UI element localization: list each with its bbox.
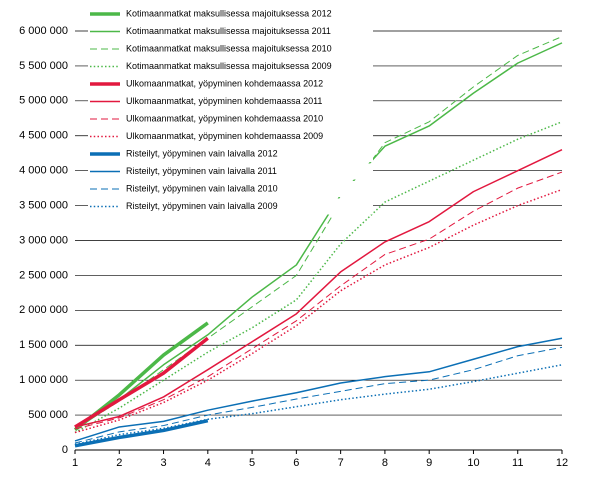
- series-line: [74, 418, 209, 448]
- x-tick-label: 3: [160, 457, 166, 469]
- legend-label: Ulkomaanmatkat, yöpyminen kohdemaassa 20…: [126, 113, 323, 123]
- series-line: [74, 171, 563, 430]
- series-line: [74, 346, 563, 444]
- legend-label: Ulkomaanmatkat, yöpyminen kohdemaassa 20…: [126, 78, 323, 88]
- legend-label: Risteilyt, yöpyminen vain laivalla 2012: [126, 148, 278, 158]
- y-tick-label: 6 000 000: [19, 25, 68, 37]
- legend-bg: [88, 163, 373, 180]
- series-line: [74, 364, 563, 446]
- legend-label: Risteilyt, yöpyminen vain laivalla 2009: [126, 201, 278, 211]
- legend-bg: [88, 128, 373, 145]
- y-tick-label: 4 000 000: [19, 165, 68, 177]
- y-tick-label: 0: [62, 444, 68, 456]
- legend-bg: [88, 198, 373, 215]
- legend-bg: [88, 146, 373, 162]
- legend-bg: [88, 58, 373, 75]
- y-tick-label: 2 000 000: [19, 304, 68, 316]
- legend-bg: [88, 76, 373, 92]
- y-tick-label: 1 500 000: [19, 339, 68, 351]
- series-line: [74, 36, 563, 430]
- legend-bg: [88, 6, 373, 22]
- y-tick-label: 500 000: [28, 409, 68, 421]
- y-tick-label: 4 500 000: [19, 130, 68, 142]
- legend-label: Ulkomaanmatkat, yöpyminen kohdemaassa 20…: [126, 96, 322, 106]
- legend-label: Kotimaanmatkat maksullisessa majoitukses…: [126, 26, 331, 36]
- legend-label: Ulkomaanmatkat, yöpyminen kohdemaassa 20…: [126, 131, 323, 141]
- x-tick-label: 10: [467, 457, 479, 469]
- series-line: [74, 121, 563, 434]
- legend-bg: [88, 23, 373, 40]
- x-tick-label: 11: [512, 457, 523, 469]
- y-tick-label: 3 000 000: [19, 234, 68, 246]
- legend-bg: [88, 41, 373, 57]
- x-tick-label: 1: [72, 457, 78, 469]
- series-line: [74, 336, 209, 429]
- x-tick-label: 6: [293, 457, 299, 469]
- series-line: [74, 188, 563, 434]
- x-tick-label: 9: [426, 457, 432, 469]
- legend-label: Risteilyt, yöpyminen vain laivalla 2011: [126, 166, 277, 176]
- legend-bg: [88, 111, 373, 127]
- y-tick-label: 2 500 000: [19, 269, 68, 281]
- x-tick-label: 12: [556, 457, 568, 469]
- x-tick-label: 2: [116, 457, 122, 469]
- series-line: [74, 42, 563, 431]
- y-tick-label: 5 500 000: [19, 60, 68, 72]
- x-tick-label: 8: [382, 457, 388, 469]
- legend-label: Kotimaanmatkat maksullisessa majoitukses…: [126, 43, 332, 53]
- y-tick-label: 1 000 000: [19, 374, 68, 386]
- legend-label: Risteilyt, yöpyminen vain laivalla 2010: [126, 183, 278, 193]
- legend-label: Kotimaanmatkat maksullisessa majoitukses…: [126, 61, 332, 71]
- legend-label: Kotimaanmatkat maksullisessa majoitukses…: [126, 8, 332, 18]
- series-line: [74, 337, 563, 442]
- x-tick-label: 4: [205, 457, 211, 469]
- x-tick-label: 7: [338, 457, 344, 469]
- x-tick-label: 5: [249, 457, 255, 469]
- series-line: [74, 149, 563, 428]
- y-tick-label: 5 000 000: [19, 95, 68, 107]
- legend-bg: [88, 181, 373, 197]
- y-tick-label: 3 500 000: [19, 199, 68, 211]
- legend-bg: [88, 93, 373, 110]
